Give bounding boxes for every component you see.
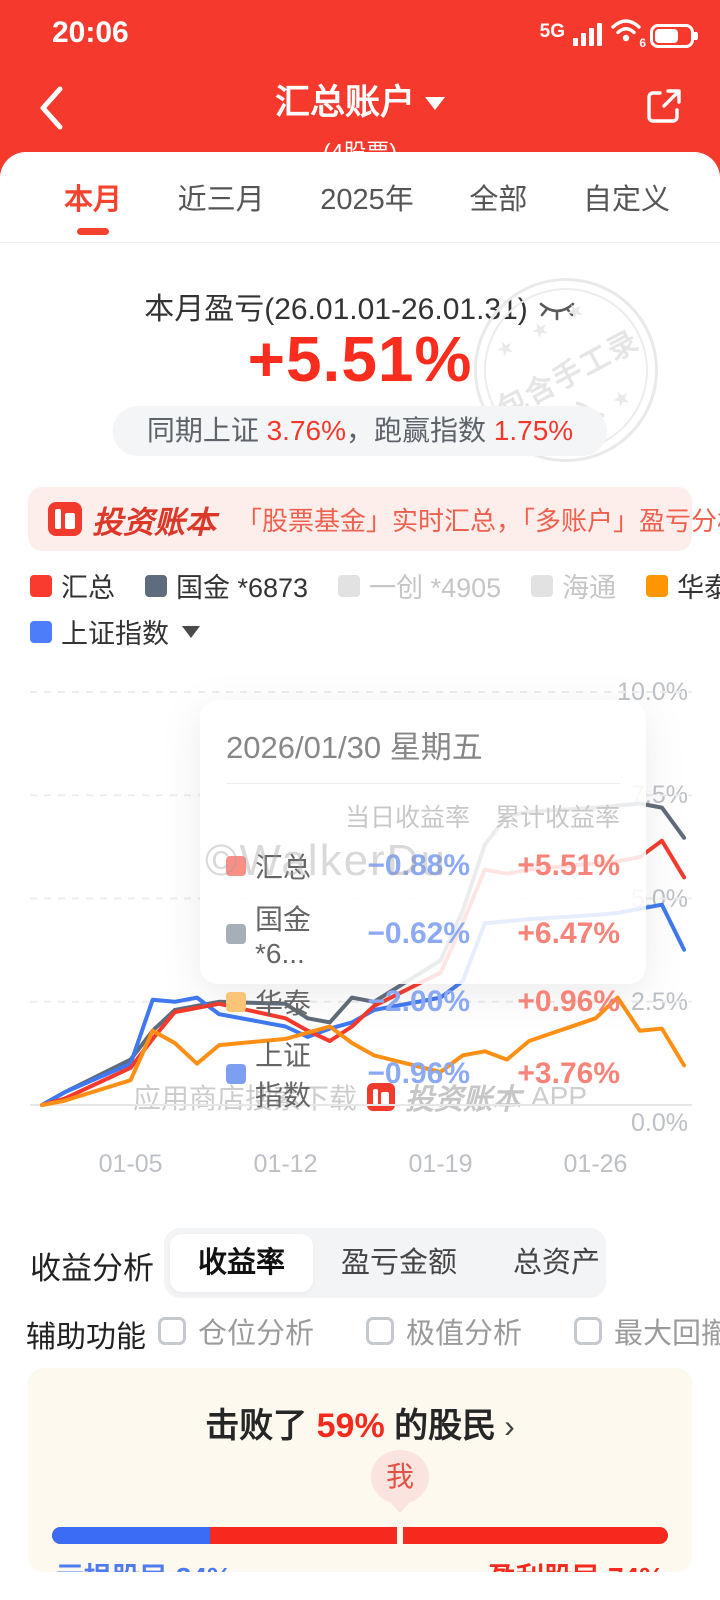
beat-percent: 59%	[316, 1407, 385, 1445]
legend-item-海通[interactable]: 海通	[531, 566, 616, 605]
tab-自定义[interactable]: 自定义	[582, 184, 670, 216]
legend-caret-down-icon[interactable]	[182, 625, 200, 638]
x-tick-01-26: 01-26	[563, 1150, 628, 1178]
benchmark-pill: 同期上证 3.76%，跑赢指数 1.75%	[112, 406, 608, 456]
aux-option-仓位分析[interactable]: 仓位分析	[158, 1310, 314, 1352]
legend-swatch	[531, 574, 554, 597]
distribution-bar-blue	[52, 1527, 210, 1544]
network-type-label: 5G	[539, 21, 565, 42]
chart-legend-row1: 汇总 国金 *6873 一创 *4905 海通 华泰	[30, 566, 720, 605]
tooltip-header: 当日收益率 累计收益率	[344, 804, 620, 832]
legend-item-一创 *4905[interactable]: 一创 *4905	[338, 566, 501, 605]
legend-label: 华泰	[677, 573, 720, 603]
signal-bars-icon	[573, 23, 602, 50]
legend-swatch	[30, 574, 52, 597]
segment-收益率[interactable]: 收益率	[170, 1234, 314, 1292]
analysis-label: 收益分析	[30, 1251, 154, 1286]
legend-label: 上证指数	[61, 619, 169, 649]
tab-全部[interactable]: 全部	[469, 184, 528, 216]
promo-banner[interactable]: 投资账本 「股票基金」实时汇总，「多账户」盈亏分析	[28, 487, 720, 551]
period-return-value: +5.51%	[247, 323, 473, 395]
tab-本月[interactable]: 本月	[62, 170, 124, 241]
tab-2025年[interactable]: 2025年	[320, 184, 414, 216]
legend-swatch	[338, 574, 361, 597]
wifi-icon: 6	[610, 17, 646, 50]
beat-percentile-card: 击败了 59% 的股民› 我 亏损股民 24% 盈利股民 74%	[28, 1368, 692, 1572]
beat-title[interactable]: 击败了 59% 的股民 ›	[205, 1407, 515, 1445]
tabs-divider	[0, 242, 720, 243]
metric-segmented-control: 收益率 盈亏金额 总资产	[164, 1228, 606, 1298]
watermark-logo-icon	[366, 1083, 395, 1111]
tooltip-row-华泰: 华泰 −2.00% +0.96%	[226, 982, 620, 1022]
x-tick-01-12: 01-12	[253, 1150, 318, 1178]
losing-investors-label: 亏损股民 24%	[56, 1556, 232, 1572]
aux-option-label: 极值分析	[406, 1318, 523, 1350]
aux-option-label: 仓位分析	[198, 1318, 315, 1350]
aux-option-最大回撤[interactable]: 最大回撤	[574, 1310, 720, 1352]
index-return: 3.76%	[266, 415, 346, 446]
y-tick-0.0%: 0.0%	[631, 1109, 688, 1137]
series-line-华泰	[40, 995, 687, 1107]
segment-盈亏金额[interactable]: 盈亏金额	[341, 1247, 458, 1279]
x-tick-01-05: 01-05	[98, 1150, 163, 1178]
tab-近三月[interactable]: 近三月	[177, 184, 265, 216]
battery-icon	[650, 24, 698, 48]
aux-label: 辅助功能	[26, 1321, 146, 1354]
tooltip-row-国金 *6...: 国金 *6... −0.62% +6.47%	[226, 898, 620, 970]
period-tabs: 本月 近三月 2025年 全部 自定义	[0, 170, 720, 241]
legend-item-国金 *6873[interactable]: 国金 *6873	[145, 566, 308, 605]
distribution-bar	[52, 1526, 668, 1545]
me-marker: 我	[371, 1450, 430, 1504]
period-pnl-label: 本月盈亏(26.01.01-26.01.31)	[0, 284, 720, 328]
chart-legend-row2: 上证指数	[30, 612, 200, 651]
checkbox-unchecked-icon[interactable]	[574, 1317, 603, 1345]
legend-label: 汇总	[61, 573, 115, 603]
profiting-investors-label: 盈利股民 74%	[488, 1556, 664, 1572]
legend-swatch	[646, 574, 669, 597]
legend-label: 海通	[562, 573, 617, 603]
legend-swatch	[145, 574, 167, 597]
tooltip-row-上证指数: 上证指数 −0.96% +3.76%	[226, 1034, 620, 1114]
aux-options: 仓位分析 极值分析 最大回撤	[158, 1310, 720, 1352]
tooltip-date: 2026/01/30 星期五	[226, 730, 483, 765]
share-button[interactable]	[642, 84, 686, 128]
x-tick-01-19: 01-19	[408, 1150, 473, 1178]
chart-watermark: 应用商店搜索下载 投资账本 APP	[132, 1081, 588, 1116]
status-time: 20:06	[52, 16, 129, 49]
eye-closed-icon[interactable]	[538, 300, 576, 322]
legend-item-汇总[interactable]: 汇总	[30, 566, 115, 605]
legend-label: 国金 *6873	[176, 573, 309, 603]
status-icons: 5G 6	[539, 17, 698, 50]
aux-option-极值分析[interactable]: 极值分析	[366, 1310, 522, 1352]
account-caret-down-icon[interactable]	[425, 97, 445, 110]
app-logo-icon	[48, 502, 82, 536]
outperform-value: 1.75%	[493, 415, 574, 446]
aux-option-label: 最大回撤	[614, 1318, 720, 1350]
segment-总资产[interactable]: 总资产	[513, 1247, 601, 1279]
distribution-bar-marker	[397, 1526, 404, 1545]
promo-text: 「股票基金」实时汇总，「多账户」盈亏分析	[236, 505, 720, 536]
legend-label: 一创 *4905	[369, 573, 502, 603]
account-title[interactable]: 汇总账户	[274, 83, 415, 122]
back-button[interactable]	[36, 84, 66, 132]
system-footer	[0, 1572, 720, 1600]
checkbox-unchecked-icon[interactable]	[366, 1317, 395, 1345]
legend-swatch	[30, 620, 52, 643]
tooltip-row-汇总: 汇总 −0.88% +5.51%	[226, 846, 620, 886]
checkbox-unchecked-icon[interactable]	[158, 1317, 186, 1345]
chart-tooltip: 2026/01/30 星期五 当日收益率 累计收益率 汇总 −0.88% +5.51…	[200, 700, 646, 1111]
legend-item-华泰[interactable]: 华泰	[646, 566, 720, 605]
legend-item-上证指数[interactable]: 上证指数	[30, 612, 200, 651]
brand-name: 投资账本	[92, 504, 216, 540]
chevron-right-icon: ›	[504, 1408, 515, 1444]
